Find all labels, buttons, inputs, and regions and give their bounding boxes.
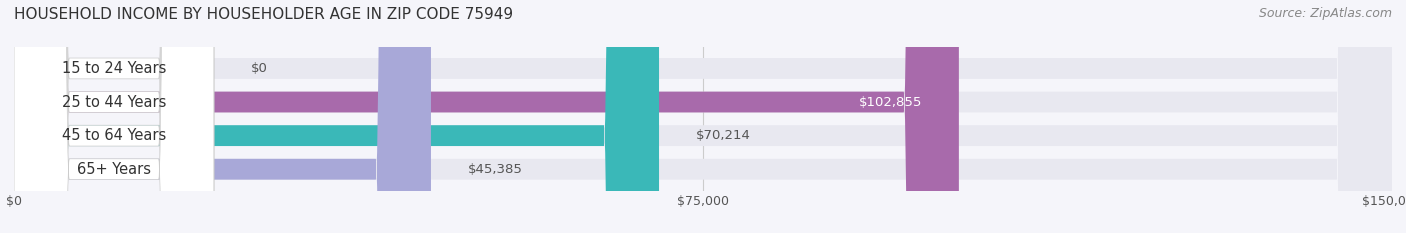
FancyBboxPatch shape	[14, 0, 959, 233]
FancyBboxPatch shape	[14, 0, 432, 233]
Text: HOUSEHOLD INCOME BY HOUSEHOLDER AGE IN ZIP CODE 75949: HOUSEHOLD INCOME BY HOUSEHOLDER AGE IN Z…	[14, 7, 513, 22]
Text: 25 to 44 Years: 25 to 44 Years	[62, 95, 166, 110]
FancyBboxPatch shape	[14, 0, 659, 233]
FancyBboxPatch shape	[14, 0, 1392, 233]
FancyBboxPatch shape	[14, 0, 214, 233]
FancyBboxPatch shape	[14, 0, 214, 233]
Text: $70,214: $70,214	[696, 129, 751, 142]
FancyBboxPatch shape	[14, 0, 1392, 233]
Text: $0: $0	[250, 62, 267, 75]
Text: Source: ZipAtlas.com: Source: ZipAtlas.com	[1258, 7, 1392, 20]
Text: 15 to 24 Years: 15 to 24 Years	[62, 61, 166, 76]
Text: $102,855: $102,855	[859, 96, 922, 109]
Text: 45 to 64 Years: 45 to 64 Years	[62, 128, 166, 143]
FancyBboxPatch shape	[14, 0, 214, 233]
Text: 65+ Years: 65+ Years	[77, 162, 150, 177]
FancyBboxPatch shape	[14, 0, 214, 233]
Text: $45,385: $45,385	[468, 163, 523, 176]
FancyBboxPatch shape	[14, 0, 1392, 233]
FancyBboxPatch shape	[14, 0, 1392, 233]
